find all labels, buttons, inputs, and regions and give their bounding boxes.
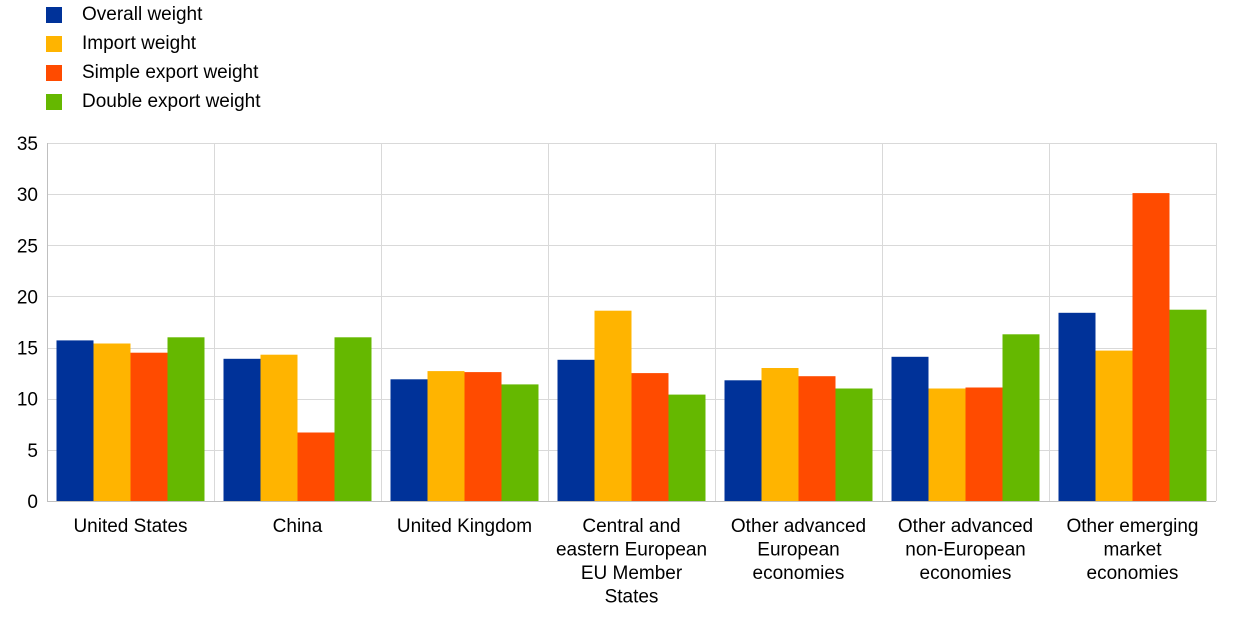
y-tick-label: 20 [17,287,38,308]
bar [1169,309,1207,501]
x-tick-label-line: United Kingdom [397,516,532,537]
bar [297,432,335,501]
legend-item-simple-export-weight: Simple export weight [46,58,261,87]
x-tick-label: China [273,516,323,537]
bar [1002,334,1040,501]
x-tick-label-line: Other advanced [898,516,1033,537]
bar [761,368,799,501]
x-tick-label: Other advanced European economies [731,516,866,584]
bar [724,380,762,501]
bar [130,352,168,501]
bar [56,340,94,501]
x-tick-label-line: economies [920,563,1012,584]
bar [1132,193,1170,501]
bar [891,356,929,501]
bar [464,372,502,501]
x-tick-label: United Kingdom [397,516,532,537]
bar [501,384,539,501]
legend-label: Import weight [82,33,197,54]
bar [93,343,131,501]
x-tick-label-line: Other advanced [731,516,866,537]
legend-item-overall-weight: Overall weight [46,0,261,29]
y-tick-label: 25 [17,236,38,257]
legend-item-double-export-weight: Double export weight [46,87,261,116]
legend-swatch [46,6,62,23]
bar [594,310,632,501]
x-tick-label-line: economies [753,563,845,584]
bar [835,388,873,501]
y-tick-label: 30 [17,185,38,206]
legend-label: Overall weight [82,4,203,25]
bar [427,371,465,501]
legend-label: Double export weight [82,91,261,112]
bar [1095,350,1133,501]
y-tick-label: 15 [17,339,38,360]
x-tick-label-line: non-European [905,540,1025,561]
x-tick-label: Other advanced non-European economies [898,516,1033,584]
bar [167,337,205,501]
x-tick-label: Other emerging market economies [1066,516,1198,584]
y-tick-label: 35 [17,134,38,155]
bar [260,354,298,501]
x-tick-label-line: United States [73,516,187,537]
bar [631,373,669,501]
bar [223,358,261,501]
x-tick-label-line: market [1103,540,1162,561]
y-tick-label: 0 [27,492,38,513]
bar [928,388,966,501]
bar [798,376,836,501]
legend-swatch [46,64,62,81]
x-tick-label-line: EU Member [581,563,683,584]
legend-item-import-weight: Import weight [46,29,261,58]
x-tick-label: Central and eastern European EU Member Stat… [556,516,707,608]
bar [334,337,372,501]
x-tick-label-line: European [757,540,839,561]
x-tick-label: United States [73,516,187,537]
bar [390,379,428,501]
legend-swatch [46,93,62,110]
legend-label: Simple export weight [82,62,259,83]
bar [557,359,595,501]
x-tick-label-line: China [273,516,323,537]
chart-legend: Overall weight Import weight Simple expo… [46,0,261,116]
x-tick-label-line: economies [1087,563,1179,584]
y-tick-label: 5 [27,441,38,462]
y-tick-label: 10 [17,390,38,411]
bar [1058,312,1096,501]
x-tick-label-line: Other emerging [1066,516,1198,537]
x-tick-label-line: States [605,587,659,608]
legend-swatch [46,35,62,52]
bar [965,387,1003,501]
x-tick-label-line: eastern European [556,540,707,561]
bar [668,394,706,501]
x-tick-label-line: Central and [582,516,680,537]
